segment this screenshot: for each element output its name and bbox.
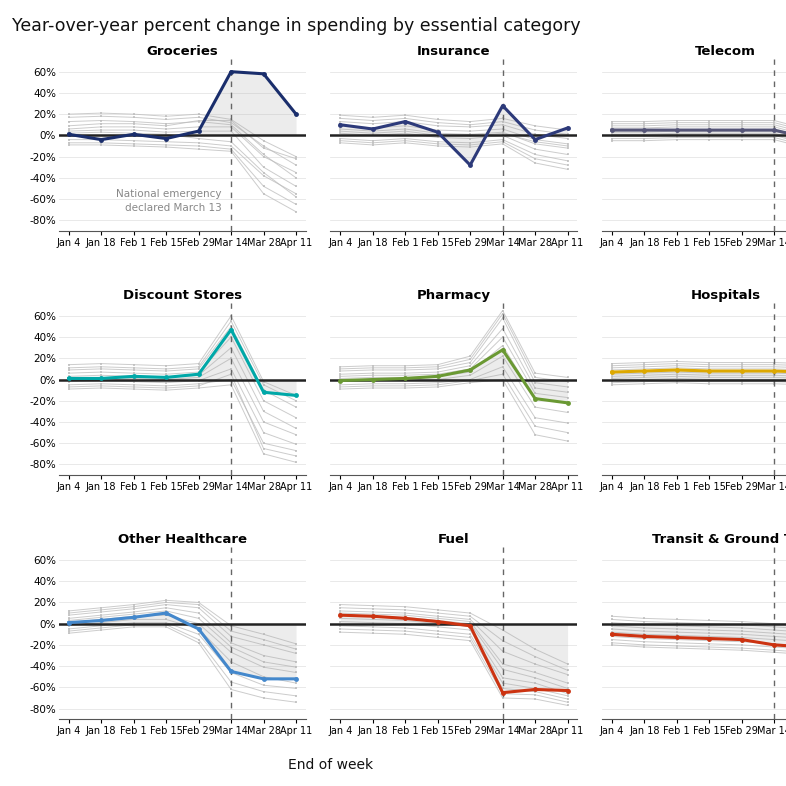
Title: Telecom: Telecom [695,45,756,58]
Title: Transit & Ground Tr: Transit & Ground Tr [652,533,786,546]
Title: Hospitals: Hospitals [690,289,761,302]
Title: Insurance: Insurance [417,45,490,58]
Title: Pharmacy: Pharmacy [417,289,491,302]
Title: Fuel: Fuel [438,533,470,546]
Title: Groceries: Groceries [146,45,219,58]
Title: Other Healthcare: Other Healthcare [118,533,247,546]
Text: Year-over-year percent change in spending by essential category: Year-over-year percent change in spendin… [12,17,580,35]
Text: End of week: End of week [288,758,373,772]
Title: Discount Stores: Discount Stores [123,289,242,302]
Text: National emergency
declared March 13: National emergency declared March 13 [116,189,222,213]
